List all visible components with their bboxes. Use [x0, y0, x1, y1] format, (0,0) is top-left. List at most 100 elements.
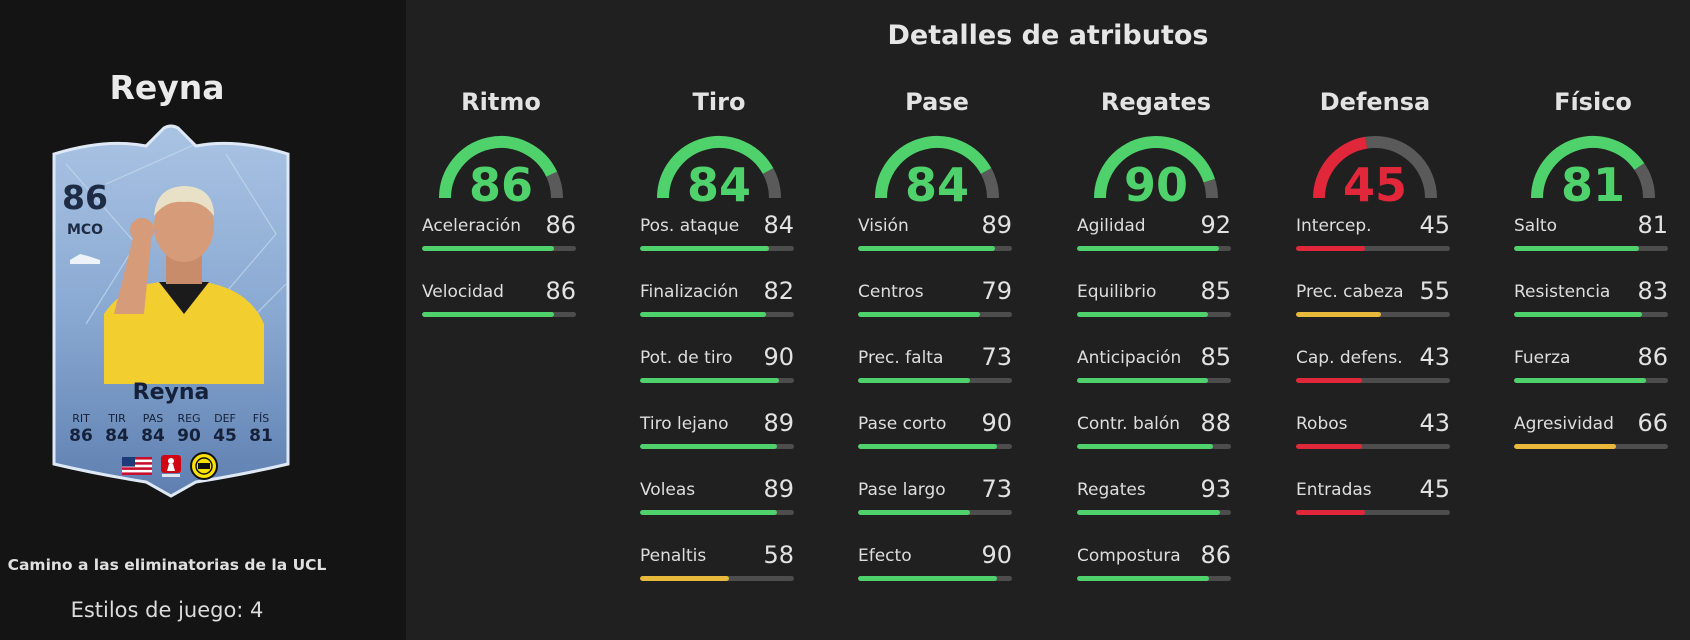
category-name: Defensa	[1319, 88, 1431, 116]
attribute-row: Salto 81	[1514, 211, 1672, 280]
attribute-row: Pos. ataque 84	[640, 211, 798, 280]
attribute-name: Tiro lejano	[640, 414, 729, 434]
attribute-name: Pase corto	[858, 414, 947, 434]
attribute-bar-track	[640, 576, 794, 581]
category-column: Pase 84 Visión 89 Centros 79 Prec. falta 73 Pase…	[858, 88, 1016, 610]
attribute-bar-fill	[640, 576, 730, 581]
attribute-bar-fill	[1077, 246, 1219, 251]
attribute-row: Equilibrio 85	[1077, 277, 1235, 346]
attribute-bar-fill	[858, 246, 996, 251]
attribute-bar-fill	[640, 378, 779, 383]
attribute-bar-fill	[858, 312, 980, 317]
attribute-bar-fill	[1514, 378, 1647, 383]
attribute-value: 66	[1637, 409, 1668, 437]
card-position: MCO	[66, 222, 104, 238]
attribute-bar-fill	[1077, 576, 1210, 581]
gauge-track	[762, 168, 781, 199]
attribute-name: Prec. falta	[858, 348, 944, 368]
attribute-name: Velocidad	[422, 282, 504, 302]
player-card[interactable]: 86 MCO Reyna RIT TIR PAS REG DEF FÍS 86 …	[46, 124, 296, 498]
gauge-track	[980, 168, 999, 199]
category-column: Defensa 45 Intercep. 45 Prec. cabeza 55 Cap. d…	[1296, 88, 1454, 544]
attribute-bar-track	[1077, 246, 1231, 251]
attribute-name: Cap. defens.	[1296, 348, 1403, 368]
attribute-name: Penaltis	[640, 546, 707, 566]
attribute-row: Contr. balón 88	[1077, 409, 1235, 478]
gauge-fill	[439, 136, 558, 199]
attribute-row: Aceleración 86	[422, 211, 580, 280]
attribute-bar-track	[640, 312, 794, 317]
category-value: 45	[1342, 158, 1407, 212]
attribute-value: 86	[1637, 343, 1668, 371]
category-value: 81	[1560, 158, 1625, 212]
attribute-value: 90	[763, 343, 794, 371]
card-stat-labels: RIT TIR PAS REG DEF FÍS	[64, 412, 278, 425]
attribute-name: Fuerza	[1514, 348, 1571, 368]
attribute-value: 85	[1200, 343, 1231, 371]
attribute-bar-track	[1296, 444, 1450, 449]
attribute-bar-track	[858, 510, 1012, 515]
attribute-name: Anticipación	[1077, 348, 1182, 368]
attribute-value: 81	[1637, 211, 1668, 239]
card-stat-label: RIT	[72, 412, 90, 425]
attribute-row: Velocidad 86	[422, 277, 580, 346]
gauge-track	[1203, 178, 1218, 199]
attribute-name: Prec. cabeza	[1296, 282, 1404, 302]
attribute-row: Penaltis 58	[640, 541, 798, 610]
attribute-name: Pos. ataque	[640, 216, 740, 236]
attribute-value: 90	[981, 541, 1012, 569]
attribute-bar-fill	[858, 576, 997, 581]
bundesliga-icon	[161, 455, 181, 477]
category-gauge: 84	[858, 132, 1016, 212]
category-column: Regates 90 Agilidad 92 Equilibrio 85 Anticipac…	[1077, 88, 1235, 610]
attribute-value: 45	[1419, 211, 1450, 239]
card-stat-value: 84	[141, 426, 165, 446]
attribute-name: Aceleración	[422, 216, 521, 236]
attribute-bar-fill	[1296, 312, 1381, 317]
category-column: Ritmo 86 Aceleración 86 Velocidad 86	[422, 88, 580, 346]
attribute-bar-track	[858, 576, 1012, 581]
attribute-bar-track	[1514, 444, 1668, 449]
attribute-bar-track	[1514, 378, 1668, 383]
attribute-value: 89	[981, 211, 1012, 239]
attribute-bar-track	[858, 378, 1012, 383]
attribute-bar-track	[640, 246, 794, 251]
attribute-bar-fill	[1514, 312, 1642, 317]
attribute-row: Prec. falta 73	[858, 343, 1016, 412]
attribute-bar-track	[1077, 312, 1231, 317]
attribute-name: Agilidad	[1077, 216, 1146, 236]
gauge-fill	[1094, 136, 1215, 199]
attribute-row: Entradas 45	[1296, 475, 1454, 544]
attribute-value: 89	[763, 409, 794, 437]
card-stat-value: 86	[69, 426, 93, 446]
card-stat-value: 81	[249, 426, 273, 446]
attribute-name: Salto	[1514, 216, 1557, 236]
usa-flag-icon	[122, 457, 152, 475]
attribute-value: 43	[1419, 409, 1450, 437]
attribute-name: Regates	[1077, 480, 1146, 500]
attribute-bar-track	[1077, 444, 1231, 449]
gauge-track	[1365, 136, 1437, 199]
play-styles-label[interactable]: Estilos de juego: 4	[70, 598, 264, 622]
attribute-row: Intercep. 45	[1296, 211, 1454, 280]
attribute-value: 86	[545, 277, 576, 305]
attribute-name: Pot. de tiro	[640, 348, 733, 368]
attribute-row: Cap. defens. 43	[1296, 343, 1454, 412]
category-value: 84	[686, 158, 751, 212]
attribute-value: 90	[981, 409, 1012, 437]
attribute-row: Agilidad 92	[1077, 211, 1235, 280]
category-value: 86	[468, 158, 533, 212]
attribute-bar-track	[1296, 312, 1450, 317]
attribute-list: Visión 89 Centros 79 Prec. falta 73 Pase corto…	[858, 211, 1016, 610]
attribute-name: Agresividad	[1514, 414, 1614, 434]
attribute-bar-track	[422, 246, 576, 251]
attribute-value: 45	[1419, 475, 1450, 503]
attribute-bar-track	[422, 312, 576, 317]
attribute-row: Fuerza 86	[1514, 343, 1672, 412]
boot-icon	[70, 254, 100, 264]
campaign-label: Camino a las eliminatorias de la UCL	[7, 556, 327, 574]
attribute-row: Anticipación 85	[1077, 343, 1235, 412]
attribute-value: 55	[1419, 277, 1450, 305]
player-panel: Reyna 86 MCO Reyna	[0, 0, 406, 640]
attribute-bar-fill	[422, 312, 555, 317]
